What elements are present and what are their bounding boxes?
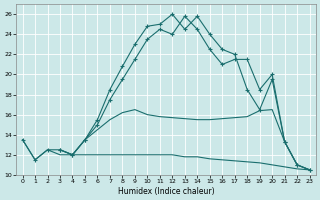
X-axis label: Humidex (Indice chaleur): Humidex (Indice chaleur) (118, 187, 214, 196)
